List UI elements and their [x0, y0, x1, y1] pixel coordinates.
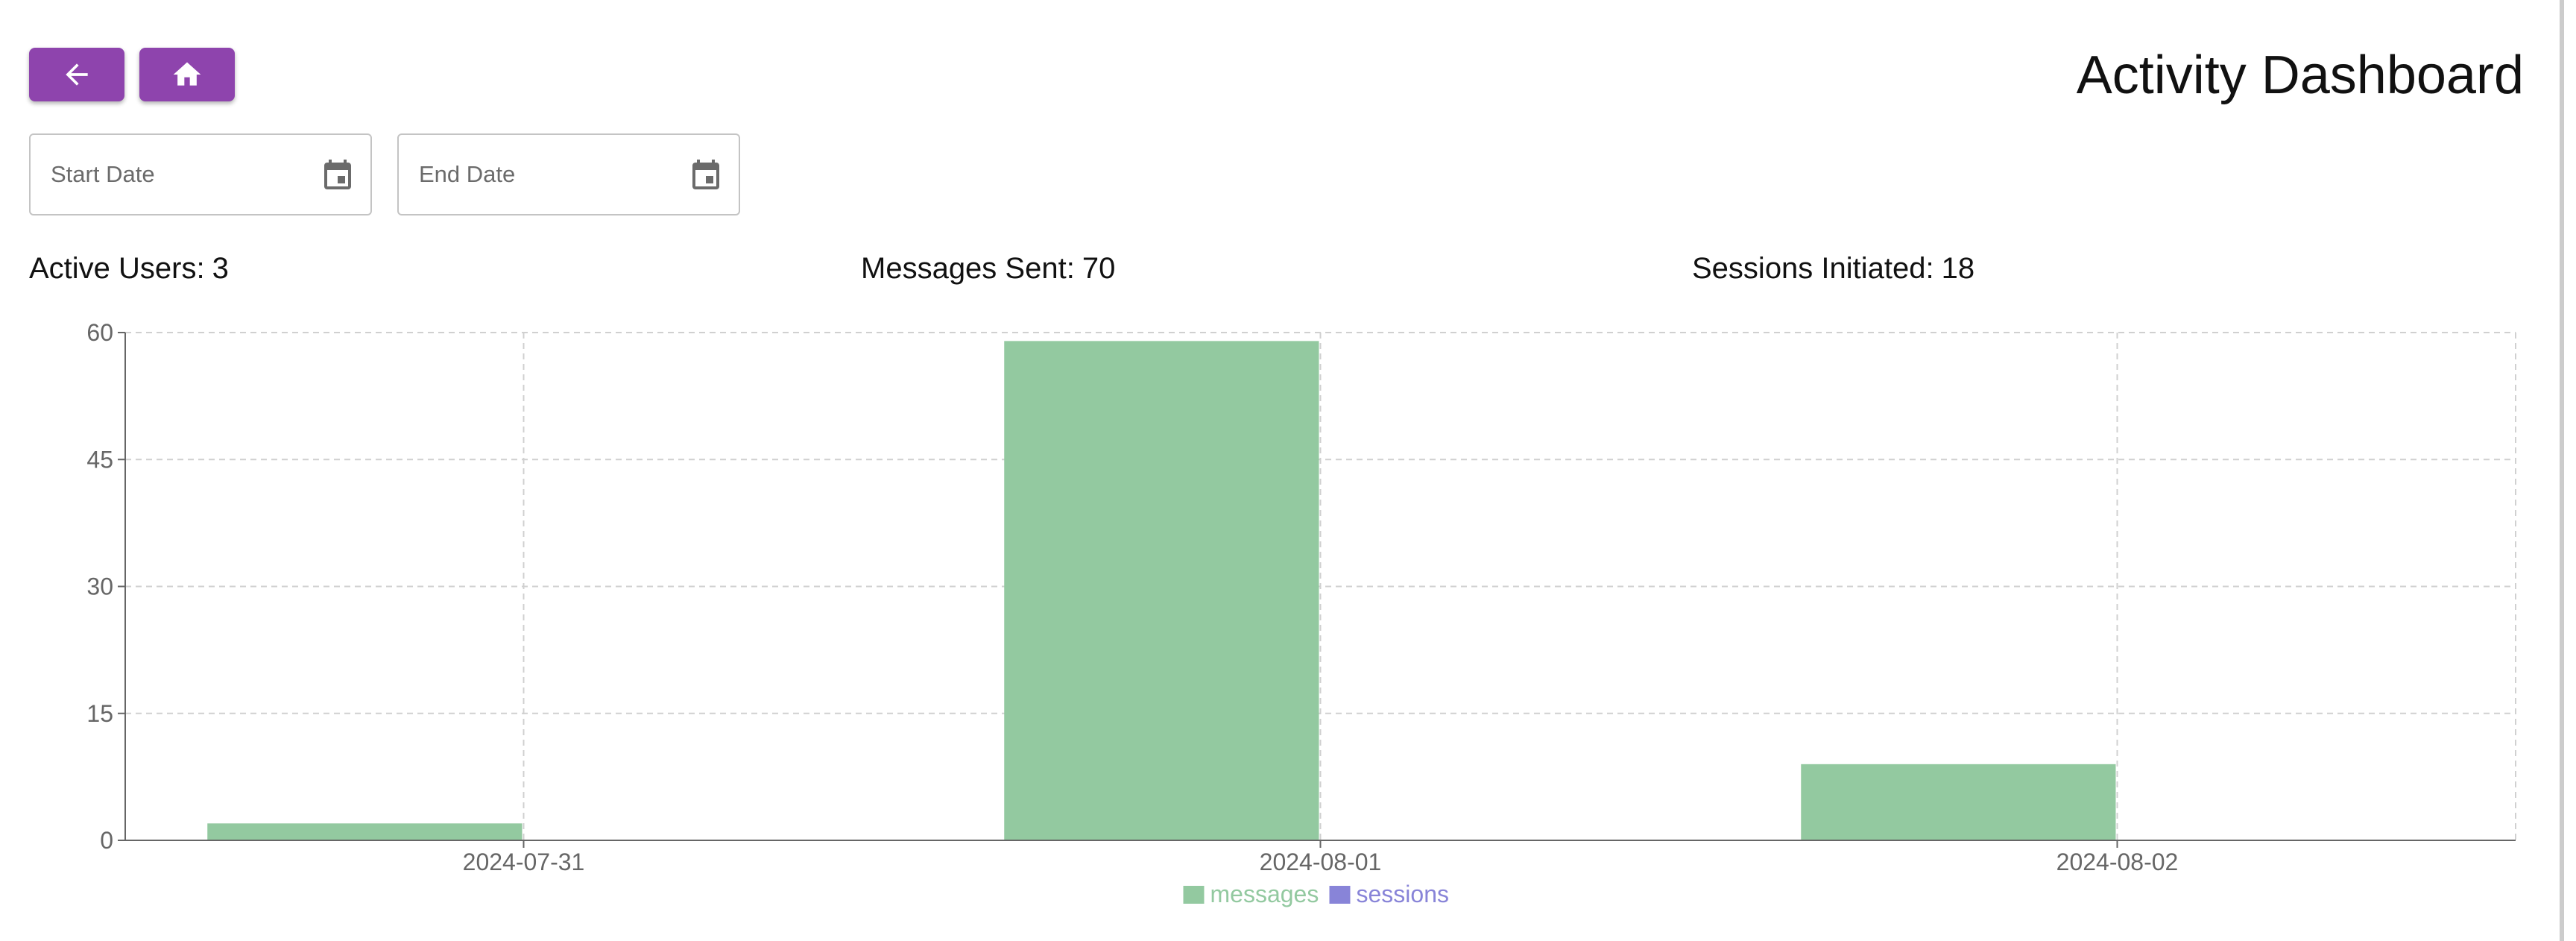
sessions-initiated-stat: Sessions Initiated: 18 [1692, 252, 1974, 286]
y-tick-label: 60 [86, 319, 113, 346]
bar-messages [1004, 341, 1319, 841]
messages-sent-label: Messages Sent: [861, 252, 1075, 285]
vertical-scrollbar[interactable] [2560, 0, 2576, 941]
home-icon [173, 62, 201, 86]
start-date-field[interactable] [29, 133, 372, 215]
y-tick-label: 15 [86, 700, 113, 727]
home-button[interactable] [139, 48, 235, 101]
active-users-value: 3 [212, 252, 229, 285]
bar-messages [207, 823, 523, 840]
end-date-field[interactable] [397, 133, 740, 215]
activity-bar-chart: 0 15 30 45 60 2024-07-31 2024-08-01 2024-08-02 m… [86, 319, 2516, 907]
calendar-icon[interactable] [688, 158, 724, 194]
x-tick-label: 2024-08-02 [2056, 849, 2179, 875]
start-date-input[interactable] [31, 135, 299, 214]
scrollbar-thumb[interactable] [2560, 0, 2564, 941]
active-users-label: Active Users: [29, 252, 205, 285]
y-tick-label: 0 [100, 827, 113, 854]
messages-sent-stat: Messages Sent: 70 [861, 252, 1115, 286]
messages-sent-value: 70 [1082, 252, 1116, 285]
x-tick-label: 2024-07-31 [463, 849, 585, 875]
y-tick-label: 30 [86, 573, 113, 600]
bar-messages [1801, 764, 2116, 840]
calendar-icon[interactable] [320, 158, 356, 194]
legend-label-sessions: sessions [1357, 881, 1450, 907]
page-title: Activity Dashboard [2076, 45, 2524, 105]
back-button[interactable] [29, 48, 124, 101]
legend-swatch-messages [1183, 886, 1205, 904]
arrow-left-icon [66, 63, 88, 86]
end-date-input[interactable] [399, 135, 667, 214]
legend-label-messages: messages [1210, 881, 1319, 907]
x-tick-label: 2024-08-01 [1260, 849, 1382, 875]
y-tick-label: 45 [86, 446, 113, 473]
sessions-initiated-label: Sessions Initiated: [1692, 252, 1934, 285]
active-users-stat: Active Users: 3 [29, 252, 229, 286]
sessions-initiated-value: 18 [1941, 252, 1975, 285]
legend-swatch-sessions [1329, 886, 1351, 904]
